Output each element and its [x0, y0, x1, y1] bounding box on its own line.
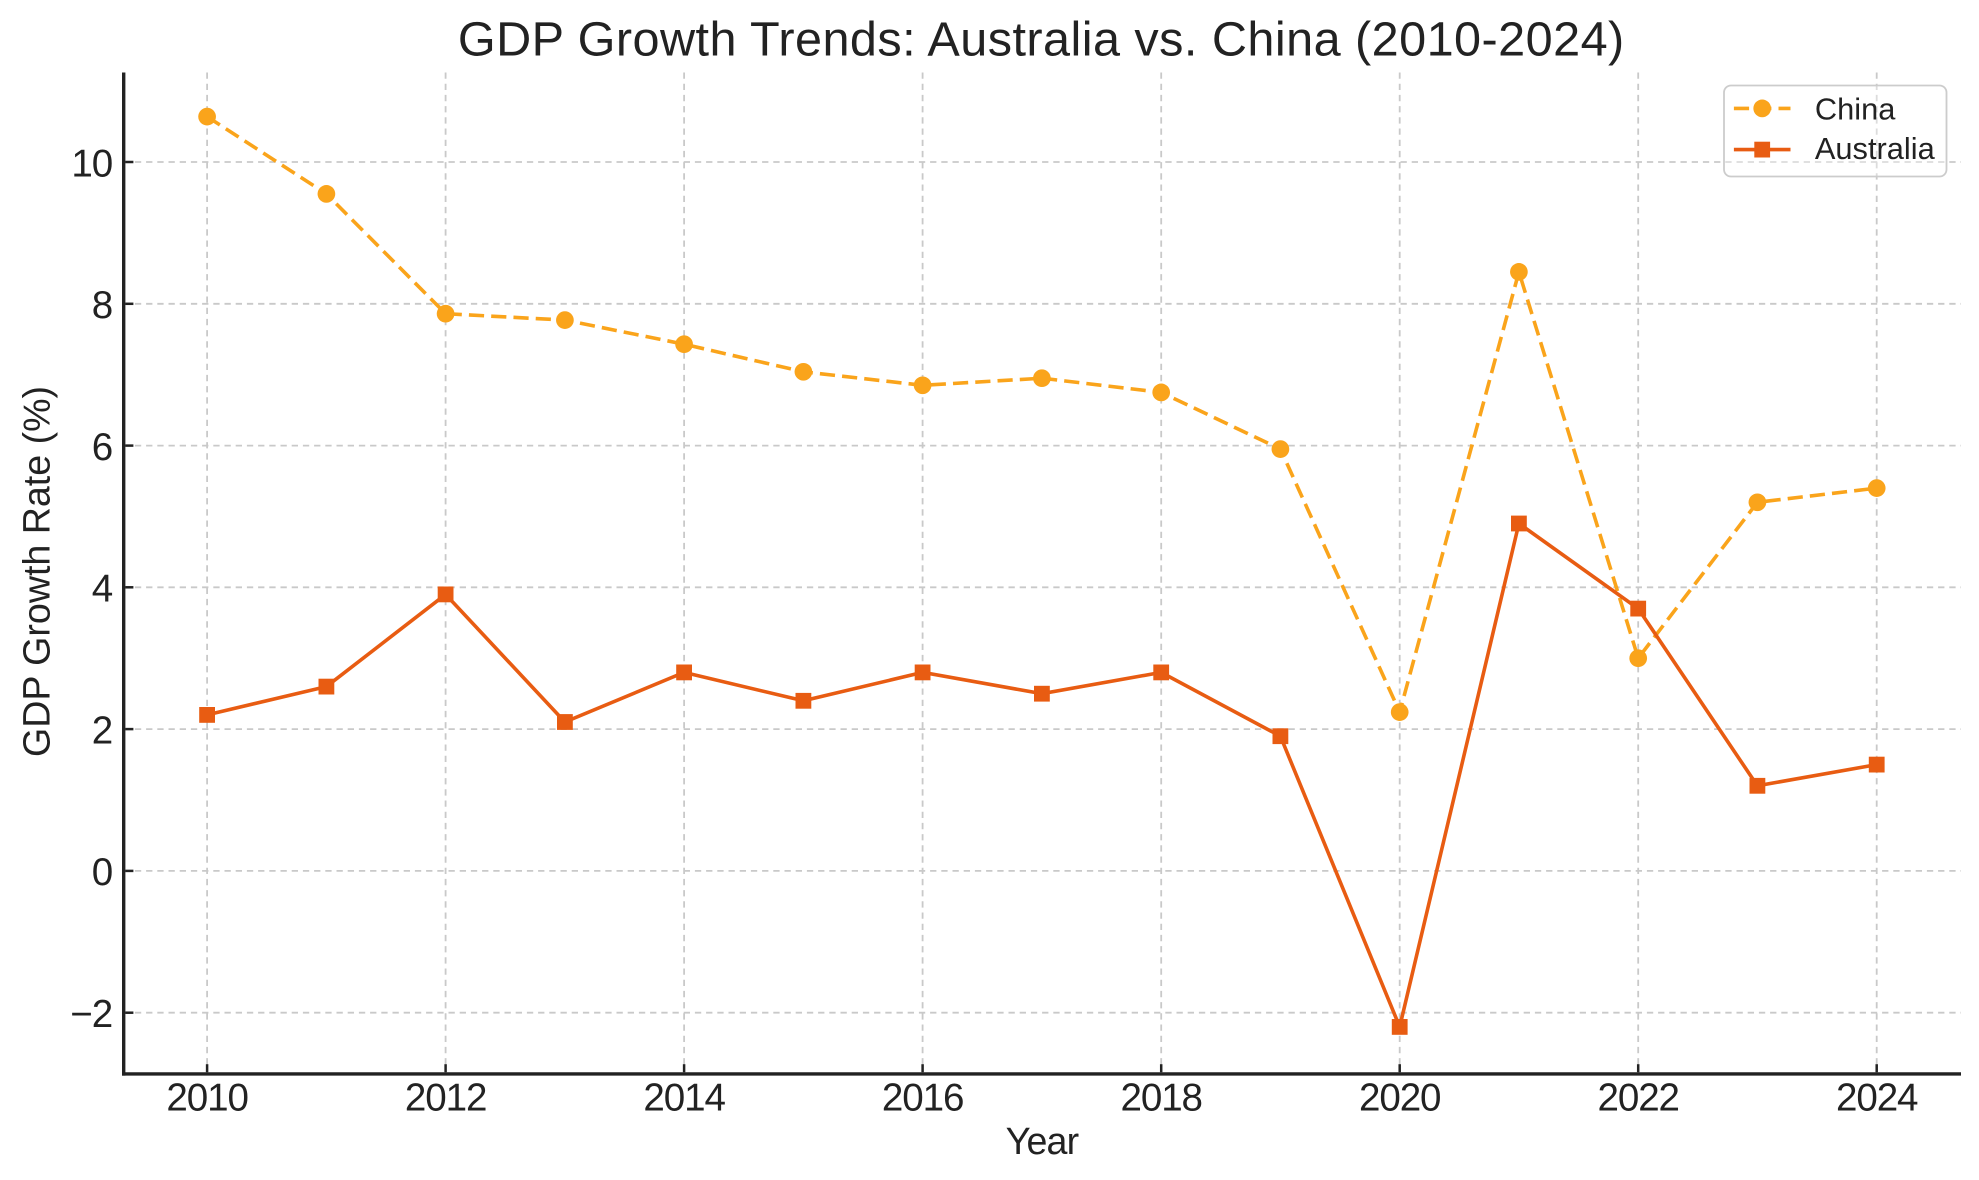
svg-text:Year: Year: [1006, 1120, 1079, 1162]
svg-text:2022: 2022: [1597, 1077, 1678, 1120]
svg-text:10: 10: [71, 142, 112, 185]
svg-text:2014: 2014: [643, 1077, 725, 1120]
svg-text:0: 0: [92, 851, 112, 894]
svg-text:4: 4: [92, 568, 113, 611]
svg-text:−2: −2: [70, 993, 112, 1036]
svg-text:GDP Growth Trends: Australia v: GDP Growth Trends: Australia vs. China (…: [458, 12, 1625, 66]
svg-text:2: 2: [92, 709, 112, 752]
svg-text:6: 6: [92, 426, 112, 469]
svg-text:2018: 2018: [1120, 1077, 1201, 1120]
svg-text:2020: 2020: [1359, 1077, 1440, 1120]
svg-text:2012: 2012: [405, 1077, 486, 1120]
svg-text:8: 8: [92, 284, 112, 327]
svg-text:2010: 2010: [166, 1077, 247, 1120]
svg-text:Australia: Australia: [1815, 131, 1936, 166]
svg-text:2016: 2016: [882, 1077, 963, 1120]
svg-text:GDP Growth Rate (%): GDP Growth Rate (%): [16, 386, 58, 757]
svg-text:China: China: [1815, 91, 1896, 126]
svg-text:2024: 2024: [1836, 1077, 1918, 1120]
